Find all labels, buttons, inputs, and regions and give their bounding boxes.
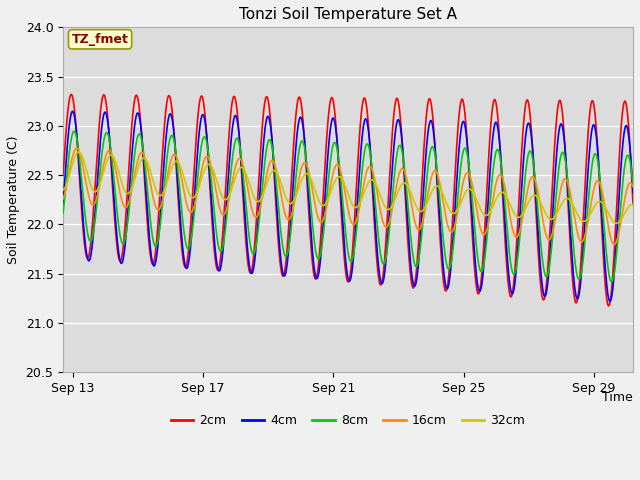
32cm — [278, 183, 285, 189]
Text: TZ_fmet: TZ_fmet — [72, 33, 129, 46]
2cm — [303, 171, 310, 177]
8cm — [70, 128, 78, 134]
8cm — [278, 237, 285, 243]
8cm — [303, 159, 310, 165]
32cm — [75, 149, 83, 155]
2cm — [629, 202, 637, 207]
8cm — [60, 210, 67, 216]
Text: Time: Time — [602, 391, 633, 404]
16cm — [158, 199, 166, 205]
16cm — [557, 187, 564, 192]
32cm — [60, 187, 67, 192]
2cm — [605, 303, 612, 309]
4cm — [618, 147, 626, 153]
16cm — [60, 196, 67, 202]
32cm — [124, 191, 132, 196]
4cm — [629, 190, 637, 195]
Line: 32cm: 32cm — [63, 152, 633, 223]
4cm — [303, 163, 310, 168]
4cm — [68, 108, 76, 114]
4cm — [158, 187, 166, 193]
4cm — [606, 299, 614, 304]
2cm — [124, 175, 132, 180]
2cm — [557, 99, 564, 105]
16cm — [124, 201, 132, 207]
16cm — [610, 242, 618, 248]
8cm — [158, 204, 166, 210]
32cm — [612, 220, 620, 226]
32cm — [618, 215, 626, 220]
8cm — [557, 154, 564, 160]
4cm — [278, 264, 285, 270]
32cm — [629, 202, 637, 207]
16cm — [73, 145, 81, 151]
16cm — [278, 196, 285, 202]
8cm — [124, 215, 132, 220]
32cm — [557, 203, 564, 209]
Line: 16cm: 16cm — [63, 148, 633, 245]
Line: 2cm: 2cm — [63, 95, 633, 306]
32cm — [303, 171, 310, 177]
8cm — [629, 183, 637, 189]
Line: 8cm: 8cm — [63, 131, 633, 282]
4cm — [124, 204, 132, 209]
16cm — [618, 211, 626, 216]
4cm — [60, 200, 67, 206]
Line: 4cm: 4cm — [63, 111, 633, 301]
Y-axis label: Soil Temperature (C): Soil Temperature (C) — [7, 135, 20, 264]
2cm — [278, 271, 285, 277]
2cm — [60, 172, 67, 178]
4cm — [557, 121, 564, 127]
2cm — [67, 92, 75, 97]
8cm — [608, 279, 616, 285]
2cm — [618, 112, 626, 118]
Title: Tonzi Soil Temperature Set A: Tonzi Soil Temperature Set A — [239, 7, 457, 22]
2cm — [158, 156, 166, 162]
32cm — [158, 192, 166, 197]
Legend: 2cm, 4cm, 8cm, 16cm, 32cm: 2cm, 4cm, 8cm, 16cm, 32cm — [166, 409, 531, 432]
16cm — [629, 184, 637, 190]
8cm — [618, 185, 626, 191]
16cm — [303, 162, 310, 168]
